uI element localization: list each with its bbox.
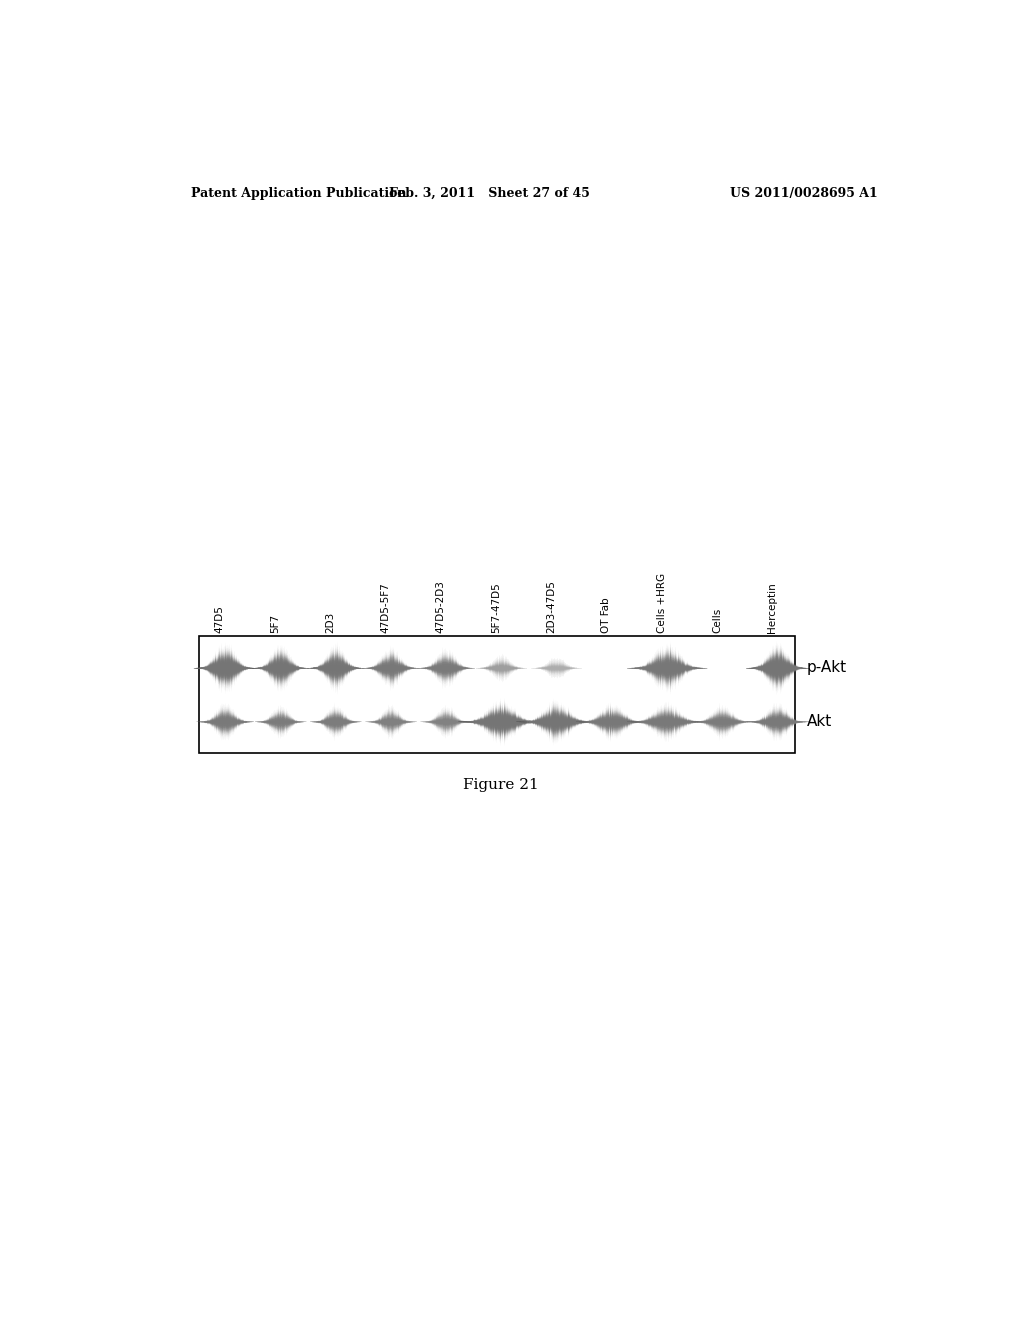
Text: Cells +HRG: Cells +HRG xyxy=(656,573,667,634)
Text: US 2011/0028695 A1: US 2011/0028695 A1 xyxy=(730,187,878,199)
Text: p-Akt: p-Akt xyxy=(807,660,847,675)
Text: Akt: Akt xyxy=(807,714,831,729)
Text: Figure 21: Figure 21 xyxy=(463,779,539,792)
Text: 5F7-47D5: 5F7-47D5 xyxy=(490,582,501,634)
Text: 47D5-5F7: 47D5-5F7 xyxy=(381,582,390,634)
Text: 47D5-2D3: 47D5-2D3 xyxy=(436,581,445,634)
Text: Herceptin: Herceptin xyxy=(767,582,777,634)
Text: Feb. 3, 2011   Sheet 27 of 45: Feb. 3, 2011 Sheet 27 of 45 xyxy=(389,187,590,199)
Text: 5F7: 5F7 xyxy=(270,614,280,634)
Text: OT Fab: OT Fab xyxy=(601,598,611,634)
Text: 47D5: 47D5 xyxy=(215,605,225,634)
Text: 2D3: 2D3 xyxy=(326,611,335,634)
Text: Cells: Cells xyxy=(712,607,722,634)
Text: Patent Application Publication: Patent Application Publication xyxy=(191,187,407,199)
Bar xyxy=(200,636,795,752)
Text: 2D3-47D5: 2D3-47D5 xyxy=(546,581,556,634)
